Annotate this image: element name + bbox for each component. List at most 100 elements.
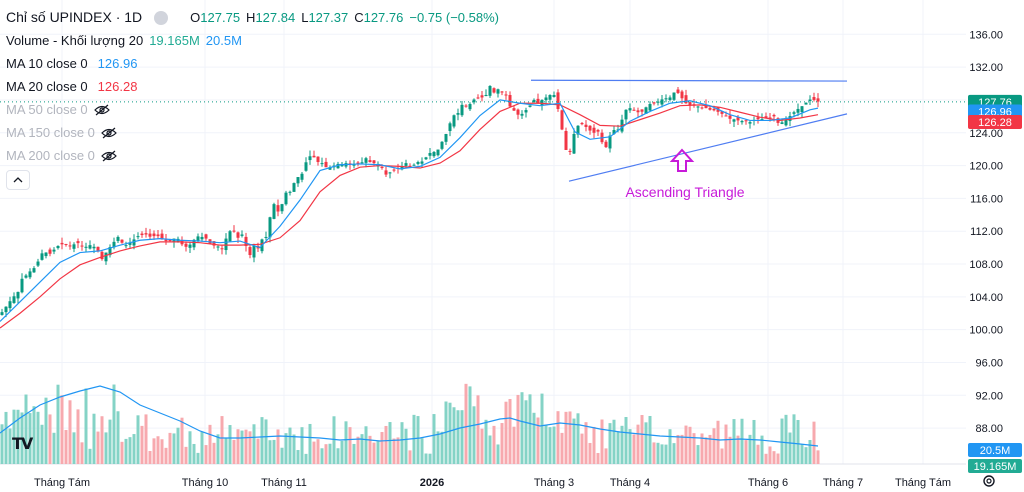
volume-bar: [272, 439, 276, 464]
candle-body: [464, 105, 468, 107]
volume-bar: [360, 434, 364, 464]
volume-bar: [664, 444, 668, 464]
volume-bar: [304, 453, 308, 464]
price-axis: 136.00132.00128.00124.00120.00116.00112.…: [969, 29, 1003, 435]
candle-body: [720, 111, 724, 114]
candle-body: [576, 125, 580, 135]
volume-bar: [684, 425, 688, 464]
volume-bar: [644, 422, 648, 464]
candle-body: [564, 130, 568, 150]
volume-bar: [580, 433, 584, 464]
volume-bar: [364, 426, 368, 464]
volume-bar: [136, 415, 140, 464]
volume-bar: [92, 413, 96, 464]
volume-bar: [176, 427, 180, 464]
volume-bar: [812, 421, 816, 464]
volume-bar: [552, 426, 556, 464]
volume-bar: [776, 453, 780, 464]
volume-bar: [344, 421, 348, 464]
gear-icon[interactable]: [982, 474, 996, 488]
volume-bar: [760, 435, 764, 464]
volume-bar: [624, 417, 628, 464]
volume-bar: [264, 419, 268, 464]
candle-body: [688, 102, 692, 106]
x-tick-label: 2026: [420, 477, 444, 489]
candle-body: [204, 234, 208, 239]
volume-bar: [488, 435, 492, 464]
volume-bar: [300, 427, 304, 464]
candle-body: [200, 236, 204, 240]
volume-bar: [592, 426, 596, 464]
candle-body: [748, 122, 752, 124]
volume-bar: [600, 419, 604, 464]
volume-bar: [180, 417, 184, 464]
legend-ma200[interactable]: MA 200 close 0: [6, 144, 499, 167]
volume-bar: [372, 442, 376, 464]
volume-bar: [516, 394, 520, 464]
symbol-menu-icon[interactable]: [154, 10, 169, 25]
volume-bar: [604, 448, 608, 464]
volume-bar: [20, 412, 24, 464]
candle-body: [224, 238, 228, 251]
volume-bar: [740, 418, 744, 464]
legend-ma20[interactable]: MA 20 close 0 126.28: [6, 79, 138, 94]
volume-bar: [560, 432, 564, 464]
hidden-eye-icon[interactable]: [93, 104, 110, 116]
candle-body: [640, 109, 644, 112]
legend-ma10[interactable]: MA 10 close 0 126.96: [6, 56, 138, 71]
hidden-eye-icon[interactable]: [101, 150, 117, 162]
volume-bar: [104, 432, 108, 464]
collapse-legend-button[interactable]: [6, 170, 30, 190]
candle-body: [236, 232, 240, 238]
legend-ma50[interactable]: MA 50 close 0: [6, 98, 499, 121]
candle-body: [496, 89, 500, 94]
volume-bar: [680, 434, 684, 464]
candle-body: [756, 117, 760, 120]
legend-volume[interactable]: Volume - Khối lượng 20 19.165M 20.5M: [6, 33, 242, 48]
candle-body: [572, 133, 576, 154]
candle-body: [128, 242, 132, 245]
volume-bar: [788, 432, 792, 464]
candle-body: [196, 236, 200, 241]
candle-body: [412, 164, 416, 166]
volume-badge-text: 19.165M: [974, 461, 1017, 473]
volume-bar: [596, 453, 600, 464]
ma20-badge-text: 126.28: [978, 117, 1012, 129]
x-tick-label: Tháng 4: [610, 477, 650, 489]
volume-bar: [380, 432, 384, 464]
volume-bar: [84, 388, 88, 464]
candle-body: [168, 239, 172, 242]
candle-body: [624, 109, 628, 120]
volume-bar: [612, 419, 616, 464]
volume-bar: [732, 419, 736, 464]
candle-body: [232, 230, 236, 232]
volume-bar: [584, 422, 588, 464]
volume-bar: [408, 450, 412, 464]
volume-bar: [340, 440, 344, 464]
symbol-title[interactable]: Chỉ số UPINDEX · 1D: [6, 9, 143, 25]
volume-bar: [120, 441, 124, 464]
volume-bar: [764, 453, 768, 464]
volume-bar: [412, 414, 416, 464]
candle-body: [384, 170, 388, 175]
tradingview-logo[interactable]: TV: [12, 434, 33, 453]
legend-ma150[interactable]: MA 150 close 0: [6, 121, 499, 144]
candle-body: [460, 104, 464, 116]
candle-body: [532, 99, 536, 103]
volume-bar: [96, 431, 100, 464]
hidden-eye-icon[interactable]: [101, 127, 117, 139]
candle-body: [604, 141, 608, 148]
candle-body: [472, 99, 476, 103]
volume-bar: [628, 429, 632, 464]
volume-bar: [28, 413, 32, 464]
candle-body: [368, 160, 372, 163]
volume-bar: [456, 410, 460, 464]
candle-body: [784, 120, 788, 126]
candle-body: [76, 241, 80, 244]
candle-body: [136, 236, 140, 238]
volume-bar: [132, 434, 136, 464]
volume-bar: [688, 426, 692, 464]
candle-body: [560, 110, 564, 130]
volume-bar: [216, 434, 220, 464]
